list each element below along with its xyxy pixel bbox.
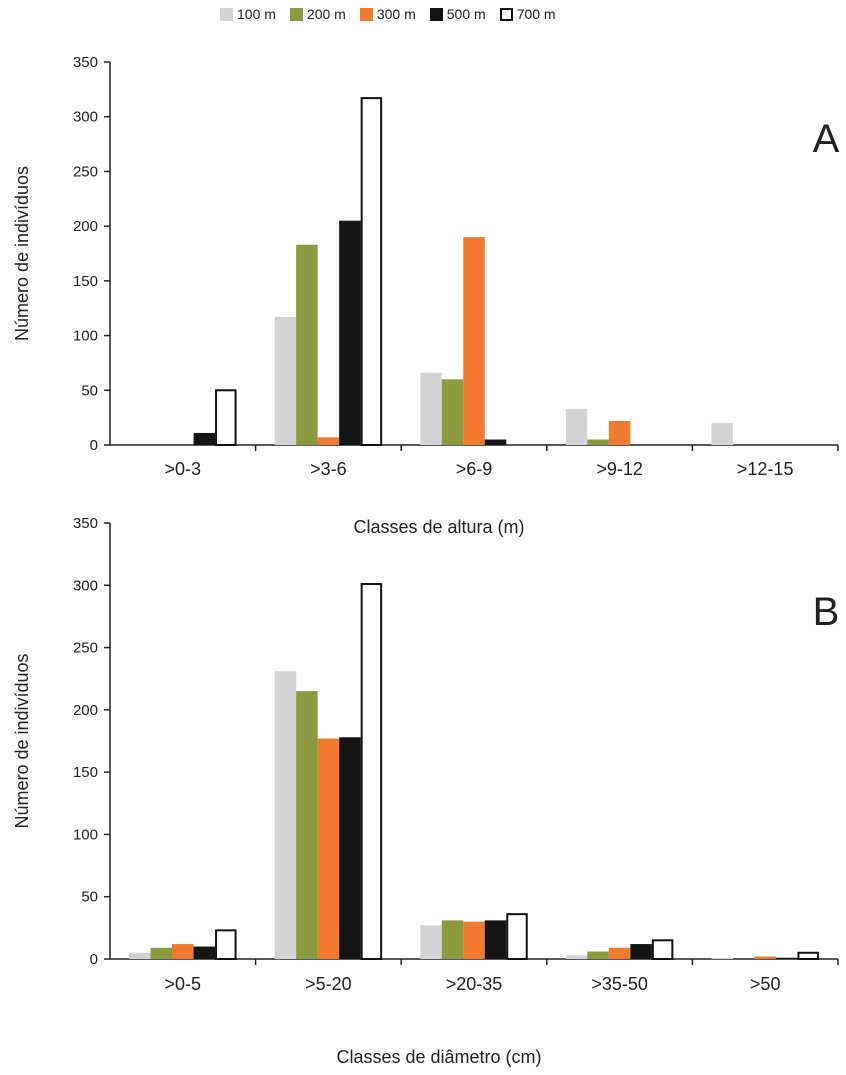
chart-b-y-axis-label: Número de indivíduos: [12, 653, 32, 828]
chart-b-bar: [317, 738, 340, 959]
chart-b-bar: [129, 952, 151, 959]
chart-b-y-tick-label: 0: [90, 951, 98, 968]
chart-b-bar: [441, 920, 464, 959]
chart-a-bar: [420, 372, 442, 445]
chart-b-bar: [215, 929, 237, 960]
chart-a-bar: [296, 244, 318, 445]
chart-b-bar: [651, 939, 674, 960]
chart-b-bar: [754, 956, 776, 959]
chart-a-y-tick-label: 250: [73, 163, 98, 180]
chart-b-bar: [172, 944, 194, 959]
chart-b-y-tick-label: 50: [81, 889, 98, 906]
chart-a-bar: [339, 220, 361, 445]
chart-a-y-tick-label: 50: [81, 382, 98, 399]
chart-b-x-tick-label: >35-50: [591, 974, 648, 994]
chart-a-y-tick-label: 150: [73, 273, 98, 290]
chart-a-y-tick-label: 300: [73, 109, 98, 126]
chart-a-bar: [565, 408, 588, 445]
chart-a-x-tick-label: >9-12: [596, 459, 643, 479]
chart-b-y-tick-label: 150: [73, 764, 98, 781]
chart-b-bar: [274, 671, 297, 959]
chart-b-bar: [565, 955, 588, 959]
legend-label-200m: 200 m: [306, 6, 346, 22]
chart-a-y-tick-label: 100: [73, 328, 98, 345]
chart-a-x-tick-label: >0-3: [165, 459, 202, 479]
chart-b-bar: [339, 737, 361, 959]
legend-item-200m: 200 m: [289, 6, 346, 22]
chart-a-bar: [274, 316, 297, 445]
chart-b-bar: [484, 920, 507, 959]
chart-a-x-tick-label: >12-15: [737, 459, 794, 479]
chart-b-x-tick-label: >20-35: [446, 974, 503, 994]
chart-b-bar: [775, 957, 798, 959]
chart-b-panel-label: B: [813, 590, 840, 634]
chart-a-bar: [608, 420, 631, 445]
chart-a-y-tick-label: 350: [73, 54, 98, 71]
chart-a-y-tick-label: 0: [90, 437, 98, 454]
legend-label-500m: 500 m: [446, 6, 486, 22]
chart-b-bar: [506, 913, 528, 961]
chart-a-bar: [360, 97, 383, 447]
chart-a-bar: [587, 439, 609, 445]
chart-a-bar: [193, 432, 216, 445]
chart-b-x-tick-label: >50: [750, 974, 781, 994]
chart-a-y-axis-label: Número de indivíduos: [12, 166, 32, 341]
legend-item-100m: 100 m: [220, 6, 276, 22]
chart-b-bar: [463, 921, 485, 959]
legend: 100 m 200 m 300 m 500 m 700 m: [220, 6, 556, 22]
chart-a-bar: [215, 389, 237, 446]
legend-swatch-700m: [499, 7, 513, 21]
chart-b-y-tick-label: 350: [73, 515, 98, 532]
legend-item-300m: 300 m: [359, 6, 416, 22]
chart-b-x-tick-label: >0-5: [165, 974, 202, 994]
legend-item-500m: 500 m: [429, 6, 486, 22]
legend-swatch-500m: [429, 7, 443, 21]
chart-b-bar: [150, 947, 173, 959]
chart-b-y-tick-label: 300: [73, 577, 98, 594]
legend-swatch-200m: [289, 7, 303, 21]
chart-b-bar: [797, 951, 819, 960]
legend-item-700m: 700 m: [499, 6, 556, 22]
chart-a-bar: [463, 237, 485, 445]
chart-b-bar: [360, 583, 383, 960]
chart-a-bar: [484, 439, 507, 445]
chart-b-x-axis-label: Classes de diâmetro (cm): [336, 1047, 541, 1067]
chart-b-bar: [587, 951, 609, 959]
legend-swatch-100m: [220, 7, 233, 21]
chart-b-y-tick-label: 100: [73, 826, 98, 843]
chart-a-x-tick-label: >3-6: [310, 459, 347, 479]
chart-b-bar: [193, 946, 216, 959]
legend-label-700m: 700 m: [516, 6, 556, 22]
chart-a-x-tick-label: >6-9: [456, 459, 493, 479]
chart-a-bar: [711, 423, 733, 445]
chart-b-bar: [296, 691, 318, 959]
chart-b-bar: [608, 947, 631, 959]
chart-b-x-tick-label: >5-20: [305, 974, 352, 994]
chart-a-bar: [441, 379, 464, 445]
chart-b-bar: [711, 957, 733, 959]
chart-b-y-tick-label: 250: [73, 640, 98, 657]
chart-a-y-tick-label: 200: [73, 218, 98, 235]
chart-b-bar: [420, 925, 442, 959]
chart-a-bar: [317, 437, 340, 445]
chart-b-bar: [630, 944, 652, 959]
legend-swatch-300m: [359, 7, 373, 21]
legend-label-100m: 100 m: [237, 6, 276, 22]
chart-a-panel-label: A: [813, 117, 840, 161]
chart-b-y-tick-label: 200: [73, 702, 98, 719]
chart-a-x-axis-label: Classes de altura (m): [353, 517, 524, 537]
legend-label-300m: 300 m: [376, 6, 416, 22]
